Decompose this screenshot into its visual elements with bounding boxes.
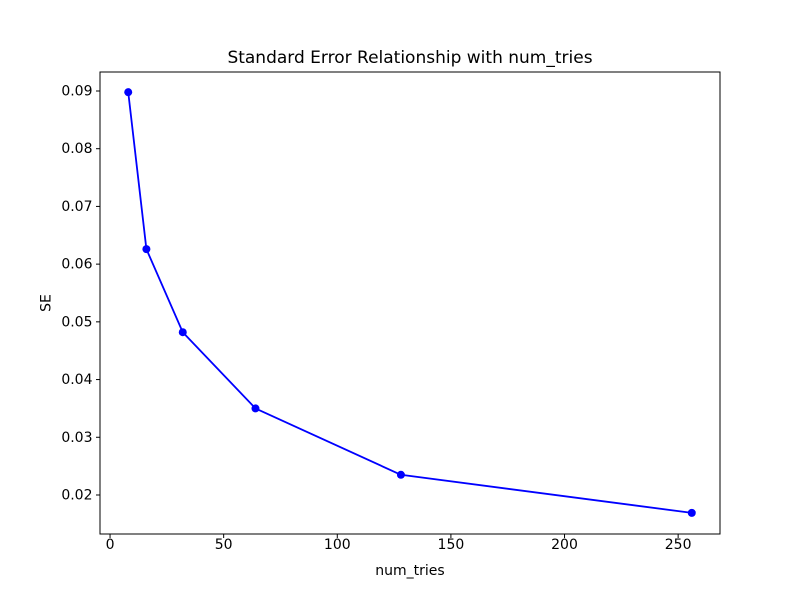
data-point-marker [142,245,151,254]
y-axis-label: SE [38,294,54,312]
y-tick-label: 0.03 [61,430,92,446]
chart-title: Standard Error Relationship with num_tri… [227,48,592,68]
y-tick-label: 0.09 [61,83,92,99]
data-point-marker [178,328,187,337]
data-point-marker [687,508,696,517]
x-tick-label: 150 [438,537,465,553]
x-tick-label: 200 [551,537,578,553]
axes-border [99,71,721,535]
x-axis-label: num_tries [375,563,444,579]
data-series-group [124,88,696,517]
data-point-marker [124,88,133,97]
data-point-marker [396,470,405,479]
y-tick-label: 0.02 [61,487,92,503]
series-line [127,92,692,514]
x-tick-label: 100 [324,537,351,553]
y-tick-label: 0.08 [61,141,92,157]
y-tick-label: 0.04 [61,372,92,388]
y-tick-label: 0.06 [61,257,92,273]
x-tick-label: 50 [215,537,233,553]
y-tick-label: 0.05 [61,314,92,330]
plot-area [100,72,720,534]
x-axis-ticks: 0 50 100 150 200 250 [106,534,692,553]
data-point-marker [251,404,260,413]
x-tick-label: 0 [106,537,115,553]
x-tick-label: 250 [665,537,692,553]
y-tick-label: 0.07 [61,199,92,215]
y-axis-ticks: 0.02 0.03 0.04 0.05 0.06 0.07 0.08 0.09 [61,83,100,503]
